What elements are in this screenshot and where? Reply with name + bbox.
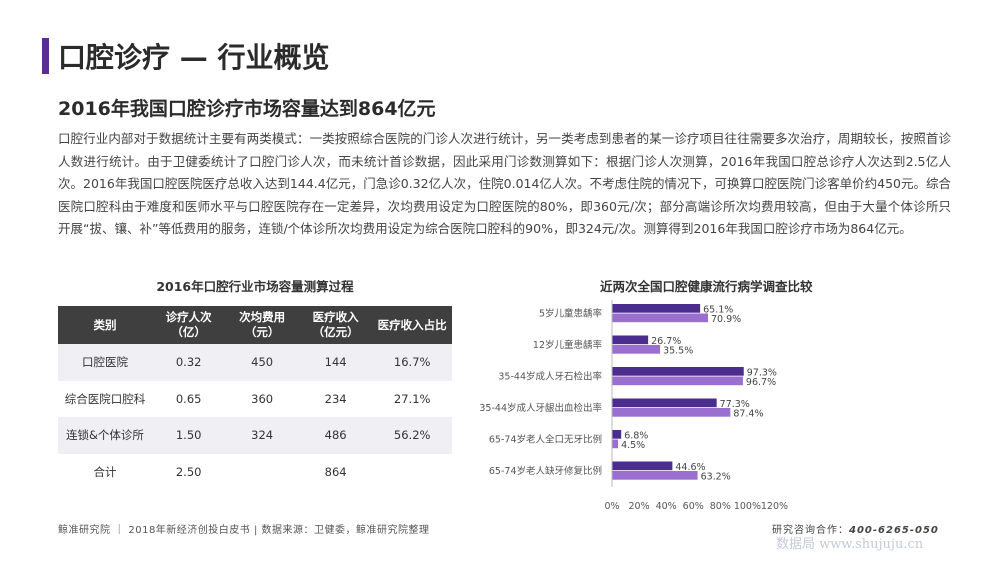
data-label: 77.3% bbox=[720, 399, 750, 410]
table-cell: 27.1% bbox=[372, 380, 452, 417]
table-cell: 0.65 bbox=[151, 380, 226, 417]
table-cell: 486 bbox=[298, 417, 373, 454]
footer-contact-phone: 400-6265-050 bbox=[849, 525, 939, 536]
data-label: 87.4% bbox=[733, 409, 763, 420]
x-tick-label: 20% bbox=[629, 501, 650, 511]
bar-2015 bbox=[612, 345, 661, 354]
category-label: 12岁儿童患龋率 bbox=[533, 339, 603, 351]
data-label: 44.6% bbox=[675, 462, 705, 473]
table-cell: 450 bbox=[225, 344, 299, 381]
bar-2005 bbox=[612, 461, 673, 471]
footer-contact: 研究咨询合作：400-6265-050 bbox=[772, 521, 939, 536]
bar-2015 bbox=[612, 439, 619, 449]
survey-comparison-chart: 5岁儿童患龋率 65.1%70.9% 12岁儿童患龋率 26.7%35.5% 35-44… bbox=[479, 300, 788, 511]
table-cell: 0.32 bbox=[151, 344, 226, 381]
table-cell: 144 bbox=[298, 344, 373, 381]
bar-2005 bbox=[612, 398, 717, 408]
data-label: 26.7% bbox=[651, 336, 681, 347]
table-cell: 234 bbox=[298, 380, 373, 417]
table-cell bbox=[372, 453, 452, 490]
x-tick-label: 100% bbox=[734, 501, 761, 511]
footer-contact-label: 研究咨询合作： bbox=[772, 525, 849, 536]
bar-2015 bbox=[612, 471, 698, 480]
table-cell: 口腔医院 bbox=[58, 344, 152, 381]
bar-2005 bbox=[612, 335, 649, 345]
bar-2015 bbox=[612, 408, 731, 417]
table-header-cell: 类别 bbox=[58, 306, 152, 344]
table-header-cell: 次均费用 （元） bbox=[225, 306, 299, 344]
table-row: 连锁&个体诊所 1.50 324 486 56.2% bbox=[58, 417, 452, 454]
table-header-cell: 医疗收入占比 bbox=[372, 306, 452, 344]
page-title: 口腔诊疗 — 行业概览 bbox=[58, 41, 330, 74]
x-tick-label: 120% bbox=[761, 501, 788, 511]
data-label: 96.7% bbox=[746, 377, 776, 388]
watermark: 数据局 www.shujuju.cn bbox=[776, 537, 924, 552]
bar-2005 bbox=[612, 367, 744, 376]
category-label: 35-44岁成人牙龈出血检出率 bbox=[479, 402, 602, 414]
x-tick-label: 0% bbox=[604, 501, 619, 511]
table-cell: 16.7% bbox=[372, 344, 452, 381]
data-label: 97.3% bbox=[747, 368, 777, 379]
table-header-cell: 诊疗人次 （亿） bbox=[151, 306, 226, 344]
data-label: 70.9% bbox=[711, 314, 741, 325]
x-tick-label: 40% bbox=[656, 501, 677, 511]
data-label: 4.5% bbox=[621, 440, 645, 451]
footer-source: 鲸准研究院 ｜ 2018年新经济创投白皮书 | 数据来源：卫健委，鲸准研究院整理 bbox=[58, 525, 430, 536]
category-label: 65-74岁老人缺牙修复比例 bbox=[489, 465, 602, 477]
table-cell: 864 bbox=[298, 453, 373, 490]
x-tick-label: 80% bbox=[710, 501, 731, 511]
data-label: 63.2% bbox=[701, 472, 731, 483]
bar-2005 bbox=[612, 430, 622, 439]
table-cell: 360 bbox=[225, 380, 299, 417]
page-subtitle: 2016年我国口腔诊疗市场容量达到864亿元 bbox=[58, 98, 436, 120]
table-cell bbox=[225, 453, 299, 490]
bar-2015 bbox=[612, 376, 743, 386]
x-tick-label: 60% bbox=[683, 501, 704, 511]
table-row: 口腔医院 0.32 450 144 16.7% bbox=[58, 344, 452, 381]
table-cell: 324 bbox=[225, 417, 299, 454]
table-cell: 56.2% bbox=[372, 417, 452, 454]
bar-2005 bbox=[612, 304, 701, 313]
chart-title: 近两次全国口腔健康流行病学调查比较 bbox=[600, 279, 813, 294]
category-label: 35-44岁成人牙石检出率 bbox=[498, 371, 602, 383]
table-cell: 连锁&个体诊所 bbox=[58, 417, 152, 454]
table-header-cell: 医疗收入 （亿元） bbox=[298, 306, 373, 344]
table-row: 综合医院口腔科 0.65 360 234 27.1% bbox=[58, 380, 452, 417]
table-cell: 综合医院口腔科 bbox=[58, 380, 152, 417]
table-row-total: 合计 2.50 864 bbox=[58, 453, 452, 490]
category-label: 65-74岁老人全口无牙比例 bbox=[489, 434, 602, 446]
body-paragraph: 口腔行业内部对于数据统计主要有两类模式：一类按照综合医院的门诊人次进行统计，另一… bbox=[58, 131, 951, 236]
data-label: 6.8% bbox=[624, 431, 648, 442]
table-cell: 1.50 bbox=[151, 417, 226, 454]
category-label: 5岁儿童患龋率 bbox=[539, 308, 603, 320]
market-size-table: 类别 诊疗人次 （亿） 次均费用 （元） 医疗收入 （亿元） 医疗收入占比 口腔医院 … bbox=[58, 306, 452, 490]
data-label: 65.1% bbox=[703, 305, 733, 316]
table-header-row: 类别 诊疗人次 （亿） 次均费用 （元） 医疗收入 （亿元） 医疗收入占比 bbox=[58, 306, 452, 344]
title-accent-bar bbox=[42, 38, 49, 74]
bar-2015 bbox=[612, 313, 708, 323]
table-title: 2016年口腔行业市场容量测算过程 bbox=[156, 279, 354, 294]
table-cell: 合计 bbox=[58, 453, 152, 490]
data-label: 35.5% bbox=[663, 346, 693, 357]
table-cell: 2.50 bbox=[151, 453, 226, 490]
